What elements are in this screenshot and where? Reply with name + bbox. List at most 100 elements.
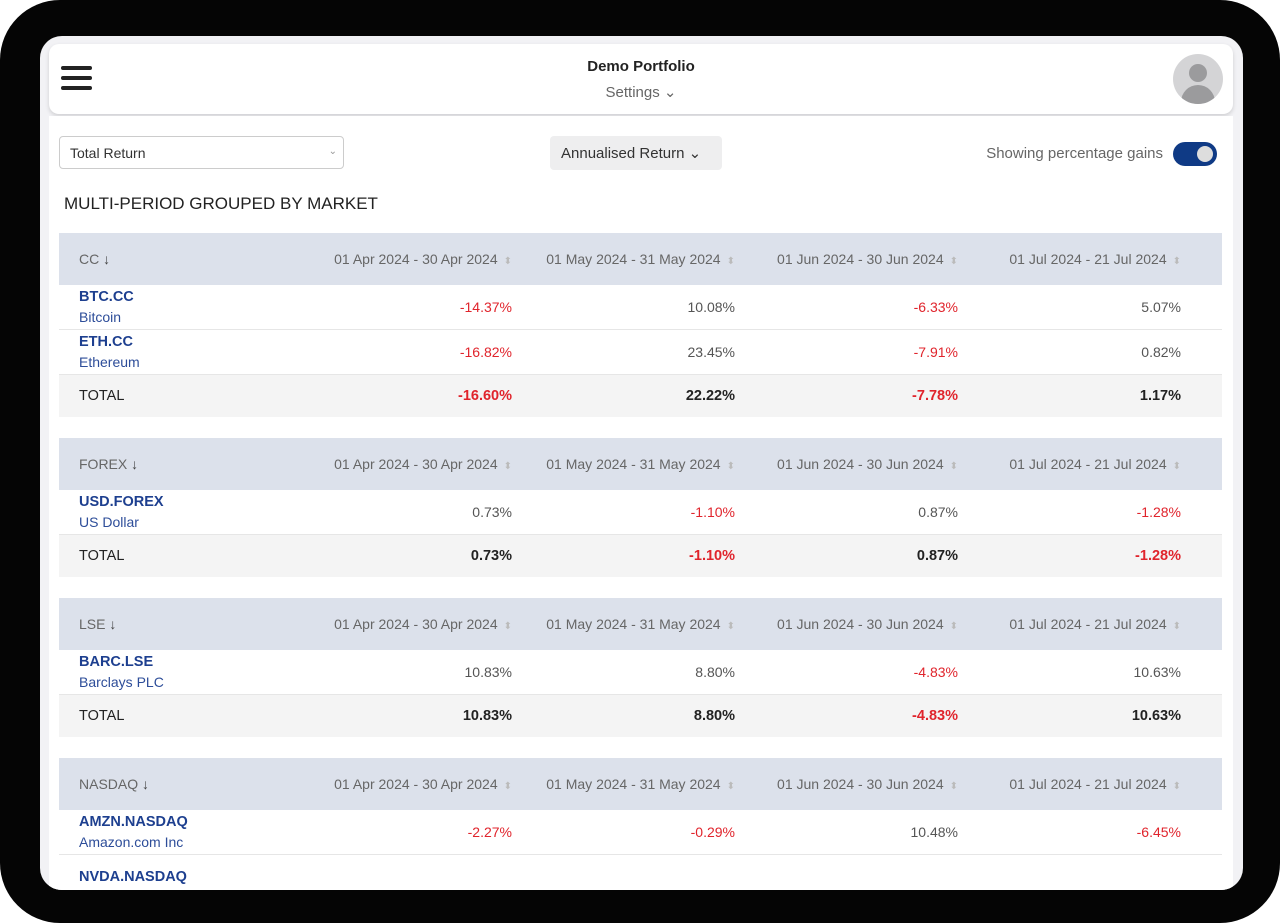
- period-header[interactable]: 01 May 2024 - 31 May 2024 ⬍: [532, 251, 755, 267]
- market-tables: CC ↓ 01 Apr 2024 - 30 Apr 2024 ⬍ 01 May 202…: [59, 233, 1222, 890]
- sort-icon[interactable]: ⬍: [503, 256, 512, 267]
- instrument-cell: BTC.CC Bitcoin: [59, 289, 279, 325]
- return-value: 10.83%: [464, 664, 512, 680]
- sort-icon[interactable]: ⬍: [726, 256, 735, 267]
- group-header: NASDAQ ↓ 01 Apr 2024 - 30 Apr 2024 ⬍ 01 May…: [59, 758, 1222, 810]
- sort-icon[interactable]: ⬍: [1172, 621, 1181, 632]
- arrow-down-icon[interactable]: ↓: [105, 616, 117, 632]
- chevron-down-icon: ⌄: [688, 145, 702, 162]
- market-sort-header[interactable]: CC ↓: [59, 251, 279, 267]
- period-header[interactable]: 01 May 2024 - 31 May 2024 ⬍: [532, 616, 755, 632]
- avatar[interactable]: [1173, 54, 1223, 104]
- return-value: 10.63%: [1133, 664, 1181, 680]
- arrow-down-icon[interactable]: ↓: [138, 776, 150, 792]
- sort-icon[interactable]: ⬍: [949, 781, 958, 792]
- period-header[interactable]: 01 Apr 2024 - 30 Apr 2024 ⬍: [279, 456, 532, 472]
- settings-label: Settings: [605, 84, 660, 101]
- sort-icon[interactable]: ⬍: [503, 621, 512, 632]
- total-value: -1.28%: [1135, 548, 1181, 564]
- period-header[interactable]: 01 Apr 2024 - 30 Apr 2024 ⬍: [279, 776, 532, 792]
- total-value: 8.80%: [693, 708, 735, 724]
- total-row: TOTAL 10.83% 8.80% -4.83% 10.63%: [59, 695, 1222, 737]
- total-value: 10.63%: [1131, 708, 1181, 724]
- annualised-return-button[interactable]: Annualised Return ⌄: [550, 136, 722, 170]
- period-header[interactable]: 01 Jul 2024 - 21 Jul 2024 ⬍: [978, 616, 1201, 632]
- total-value: 22.22%: [685, 388, 735, 404]
- market-group: LSE ↓ 01 Apr 2024 - 30 Apr 2024 ⬍ 01 May 20…: [59, 598, 1222, 737]
- sort-icon[interactable]: ⬍: [726, 461, 735, 472]
- annualised-label: Annualised Return: [561, 145, 685, 162]
- market-name: FOREX: [79, 456, 128, 472]
- table-row: BARC.LSE Barclays PLC 10.83% 8.80% -4.83% 10.…: [59, 650, 1222, 695]
- sort-icon[interactable]: ⬍: [949, 256, 958, 267]
- market-sort-header[interactable]: LSE ↓: [59, 616, 279, 632]
- period-header[interactable]: 01 May 2024 - 31 May 2024 ⬍: [532, 456, 755, 472]
- return-value: -6.33%: [913, 299, 958, 315]
- sort-icon[interactable]: ⬍: [726, 781, 735, 792]
- sort-icon[interactable]: ⬍: [1172, 256, 1181, 267]
- period-header[interactable]: 01 Jul 2024 - 21 Jul 2024 ⬍: [978, 776, 1201, 792]
- group-header: CC ↓ 01 Apr 2024 - 30 Apr 2024 ⬍ 01 May 202…: [59, 233, 1222, 285]
- settings-dropdown[interactable]: Settings ⌄: [49, 83, 1233, 101]
- period-label: 01 Jul 2024 - 21 Jul 2024: [1009, 456, 1167, 472]
- period-header[interactable]: 01 Jun 2024 - 30 Jun 2024 ⬍: [755, 776, 978, 792]
- period-header[interactable]: 01 Jun 2024 - 30 Jun 2024 ⬍: [755, 456, 978, 472]
- period-header[interactable]: 01 Jul 2024 - 21 Jul 2024 ⬍: [978, 456, 1201, 472]
- total-value: 1.17%: [1139, 388, 1181, 404]
- period-label: 01 Jul 2024 - 21 Jul 2024: [1009, 251, 1167, 267]
- return-value: -2.27%: [467, 824, 512, 840]
- period-label: 01 Jul 2024 - 21 Jul 2024: [1009, 776, 1167, 792]
- return-value: -6.45%: [1136, 824, 1181, 840]
- total-value: -1.10%: [689, 548, 735, 564]
- market-name: CC: [79, 251, 100, 267]
- period-header[interactable]: 01 Jun 2024 - 30 Jun 2024 ⬍: [755, 616, 978, 632]
- arrow-down-icon[interactable]: ↓: [99, 251, 111, 267]
- instrument-cell: AMZN.NASDAQ Amazon.com Inc: [59, 814, 279, 850]
- period-header[interactable]: 01 Jul 2024 - 21 Jul 2024 ⬍: [978, 251, 1201, 267]
- total-row: TOTAL -16.60% 22.22% -7.78% 1.17%: [59, 375, 1222, 417]
- chevron-down-icon: ⌄: [328, 146, 337, 157]
- return-type-select[interactable]: Total Return ⌄: [59, 136, 344, 169]
- sort-icon[interactable]: ⬍: [726, 621, 735, 632]
- instrument-name: Bitcoin: [79, 309, 122, 325]
- return-value: -1.10%: [690, 504, 735, 520]
- period-label: 01 Apr 2024 - 30 Apr 2024: [334, 456, 498, 472]
- period-header[interactable]: 01 Apr 2024 - 30 Apr 2024 ⬍: [279, 251, 532, 267]
- sort-icon[interactable]: ⬍: [503, 461, 512, 472]
- market-sort-header[interactable]: FOREX ↓: [59, 456, 279, 472]
- ticker-link[interactable]: ETH.CC: [79, 334, 133, 350]
- total-value: -4.83%: [912, 708, 958, 724]
- sort-icon[interactable]: ⬍: [1172, 461, 1181, 472]
- sort-icon[interactable]: ⬍: [949, 621, 958, 632]
- return-value: 0.73%: [472, 504, 512, 520]
- total-row: TOTAL 0.73% -1.10% 0.87% -1.28%: [59, 535, 1222, 577]
- market-sort-header[interactable]: NASDAQ ↓: [59, 776, 279, 792]
- sort-icon[interactable]: ⬍: [1172, 781, 1181, 792]
- app-header: Demo Portfolio Settings ⌄: [49, 44, 1233, 114]
- period-header[interactable]: 01 May 2024 - 31 May 2024 ⬍: [532, 776, 755, 792]
- ticker-link[interactable]: BARC.LSE: [79, 654, 154, 670]
- return-value: 23.45%: [687, 344, 735, 360]
- return-type-value: Total Return: [70, 145, 146, 161]
- instrument-name: US Dollar: [79, 514, 139, 530]
- period-header[interactable]: 01 Jun 2024 - 30 Jun 2024 ⬍: [755, 251, 978, 267]
- ticker-link[interactable]: BTC.CC: [79, 289, 134, 305]
- period-header[interactable]: 01 Apr 2024 - 30 Apr 2024 ⬍: [279, 616, 532, 632]
- table-row: ETH.CC Ethereum -16.82% 23.45% -7.91% 0.82%: [59, 330, 1222, 375]
- sort-icon[interactable]: ⬍: [503, 781, 512, 792]
- arrow-down-icon[interactable]: ↓: [127, 456, 139, 472]
- sort-icon[interactable]: ⬍: [949, 461, 958, 472]
- instrument-cell: ETH.CC Ethereum: [59, 334, 279, 370]
- ticker-link[interactable]: NVDA.NASDAQ: [79, 869, 187, 885]
- menu-icon[interactable]: [61, 66, 92, 92]
- total-value: 10.83%: [462, 708, 512, 724]
- portfolio-title: Demo Portfolio: [587, 58, 695, 75]
- ticker-link[interactable]: USD.FOREX: [79, 494, 164, 510]
- table-row: AMZN.NASDAQ Amazon.com Inc -2.27% -0.29% 10.…: [59, 810, 1222, 855]
- ticker-link[interactable]: AMZN.NASDAQ: [79, 814, 188, 830]
- period-label: 01 Jun 2024 - 30 Jun 2024: [777, 776, 944, 792]
- return-value: 5.07%: [1141, 299, 1181, 315]
- percentage-gains-toggle[interactable]: [1173, 142, 1217, 166]
- instrument-name: Barclays PLC: [79, 674, 164, 690]
